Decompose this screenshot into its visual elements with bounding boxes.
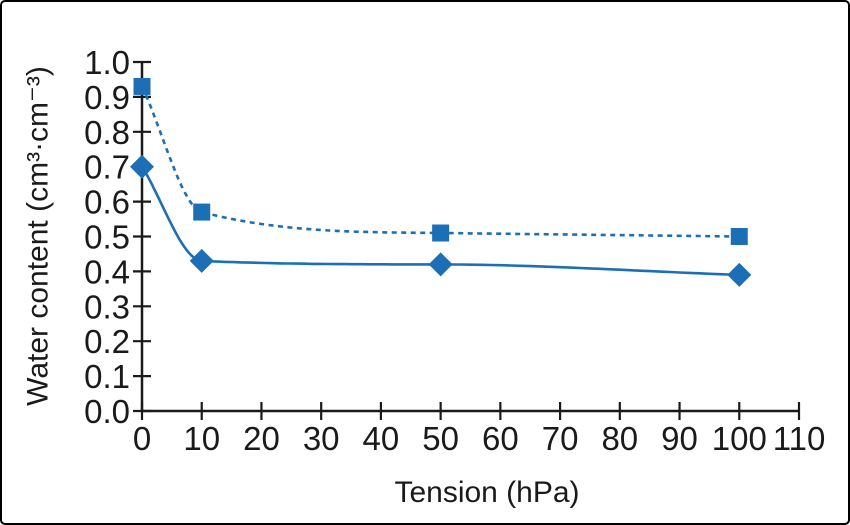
y-axis-title: Water content (cm³·cm⁻³) [21, 66, 55, 406]
lower-curve-diamonds-line [140, 166, 740, 277]
upper-curve-squares-marker [432, 224, 450, 242]
y-tick-label: 0.6 [84, 184, 130, 221]
x-tick-label: 110 [773, 420, 826, 457]
x-tick-label: 30 [303, 420, 340, 457]
lower-curve-diamonds-marker [727, 262, 752, 287]
lower-curve-diamonds-marker [130, 154, 154, 179]
upper-curve-squares-marker [193, 203, 211, 221]
x-tick-label: 0 [133, 420, 151, 457]
upper-curve-squares-line [140, 85, 740, 238]
y-tick-label: 0.1 [84, 358, 130, 395]
y-tick-label: 0.5 [84, 219, 130, 256]
y-tick-label: 0.7 [84, 149, 130, 186]
x-tick-label: 40 [363, 420, 400, 457]
x-tick-label: 80 [601, 420, 638, 457]
lower-curve-diamonds-marker [428, 252, 453, 277]
x-tick-label: 70 [542, 420, 579, 457]
upper-curve-squares-marker [730, 228, 748, 245]
lower-curve-diamonds-marker [189, 248, 214, 273]
y-tick-label: 0.4 [84, 253, 130, 290]
y-tick-label: 0.9 [84, 79, 130, 116]
x-tick-label: 100 [712, 420, 767, 457]
x-tick-label: 10 [183, 420, 220, 457]
x-axis-title: Tension (hPa) [394, 476, 580, 509]
y-tick-label: 1.0 [84, 44, 130, 81]
y-tick-label: 0.8 [84, 114, 130, 151]
x-tick-label: 60 [482, 420, 519, 457]
x-tick-label: 90 [661, 420, 698, 457]
upper-curve-squares-marker [133, 77, 151, 95]
y-tick-label: 0.0 [84, 393, 130, 430]
x-tick-label: 20 [243, 420, 280, 457]
y-tick-label: 0.3 [84, 288, 130, 325]
x-tick-label: 50 [422, 420, 459, 457]
y-tick-label: 0.2 [84, 323, 130, 360]
